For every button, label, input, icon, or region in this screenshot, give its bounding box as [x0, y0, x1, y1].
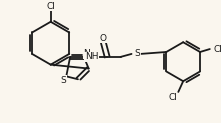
Text: NH: NH — [85, 52, 98, 61]
Text: Cl: Cl — [46, 2, 55, 11]
Text: S: S — [61, 76, 66, 85]
Text: O: O — [100, 34, 107, 43]
Text: S: S — [135, 49, 140, 58]
Text: N: N — [83, 49, 90, 58]
Text: Cl: Cl — [213, 45, 221, 54]
Text: Cl: Cl — [168, 93, 177, 102]
